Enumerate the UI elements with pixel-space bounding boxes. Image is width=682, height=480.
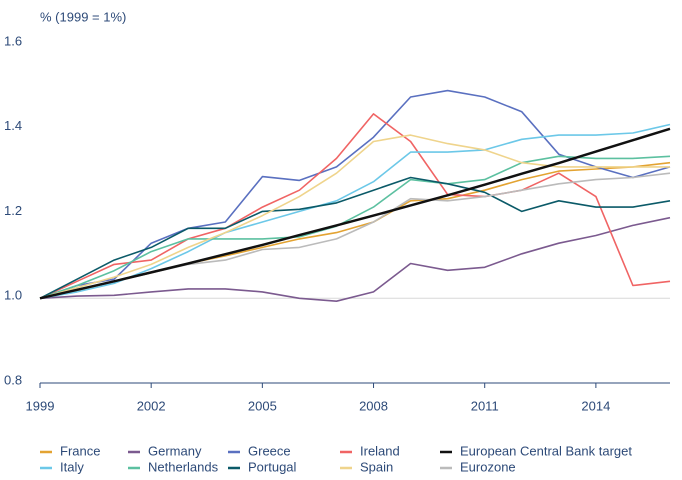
y-tick-label: 1.6 <box>4 33 22 48</box>
y-tick-label: 1.0 <box>4 288 22 303</box>
series-line <box>39 134 670 300</box>
legend-label: European Central Bank target <box>460 443 632 458</box>
y-tick-label: 0.8 <box>4 372 22 387</box>
legend-label: Netherlands <box>148 459 219 474</box>
series-line <box>39 155 671 300</box>
legend-label: Greece <box>248 443 291 458</box>
series-line <box>39 176 671 300</box>
legend-label: Italy <box>60 459 84 474</box>
x-tick-label: 2005 <box>248 398 277 413</box>
series-line <box>39 216 671 302</box>
x-tick-label: 2008 <box>359 398 388 413</box>
series-line <box>39 89 671 300</box>
x-tick-label: 2014 <box>581 398 610 413</box>
x-tick-label: 2011 <box>471 398 499 413</box>
legend-label: Portugal <box>248 459 297 474</box>
y-tick-label: 1.2 <box>4 203 22 218</box>
x-tick-label: 1999 <box>26 398 55 413</box>
series-line <box>39 113 671 300</box>
legend-label: Ireland <box>360 443 400 458</box>
legend-label: Spain <box>360 459 393 474</box>
y-tick-label: 1.4 <box>4 118 22 133</box>
legend-label: Eurozone <box>460 459 516 474</box>
legend-label: France <box>60 443 100 458</box>
series-line <box>39 127 671 300</box>
y-axis-label: % (1999 = 1%) <box>40 9 126 24</box>
x-tick-label: 2002 <box>137 398 166 413</box>
series-line <box>39 123 671 300</box>
legend-label: Germany <box>148 443 202 458</box>
